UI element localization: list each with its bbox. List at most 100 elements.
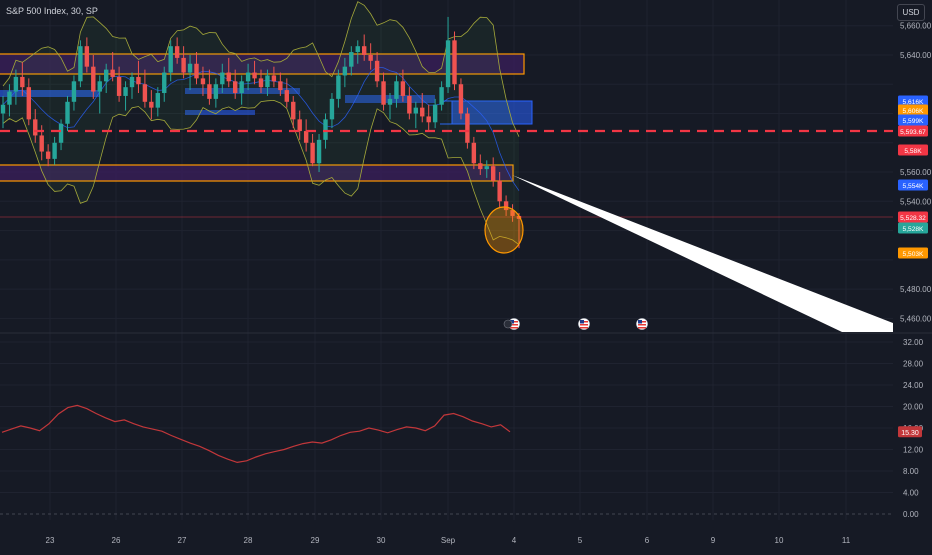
candle-body	[123, 87, 128, 96]
candle-body	[510, 210, 515, 216]
candle-body	[0, 104, 6, 114]
oscillator-axis-label: 32.00	[903, 338, 924, 347]
price-tag-label: 5,606K	[903, 108, 925, 115]
band-lower	[2, 99, 520, 246]
time-axis-label: 11	[842, 536, 851, 545]
time-axis-label: 6	[645, 536, 650, 545]
candle-body	[400, 81, 406, 96]
candle-body	[33, 119, 38, 136]
flag-stripe	[580, 324, 588, 326]
us-flag-event-icon[interactable]	[636, 318, 648, 330]
candle-body	[20, 76, 25, 88]
candle-body	[497, 180, 502, 202]
candle-body	[65, 101, 70, 124]
time-axis-label: 28	[244, 536, 253, 545]
candle-body	[116, 76, 122, 96]
candle-body	[316, 139, 322, 164]
candle-body	[213, 84, 219, 99]
price-tag	[898, 211, 928, 223]
price-tag-label: 5,503K	[903, 251, 925, 258]
fvg-box[interactable]	[185, 110, 255, 115]
candle-body	[374, 60, 380, 82]
oscillator-axis-label: 8.00	[903, 467, 919, 476]
candle-body	[7, 91, 12, 105]
oscillator-axis-label: 0.00	[903, 510, 919, 519]
candle-body	[149, 101, 154, 108]
oscillator-line	[1, 404, 511, 464]
candle-body	[491, 166, 496, 181]
candle-body	[245, 72, 251, 82]
candle-body	[39, 135, 44, 152]
candle-body	[478, 163, 483, 170]
price-tag-label: 5,58K	[904, 148, 922, 155]
flag-canton	[638, 320, 642, 324]
candle-body	[471, 142, 477, 164]
candle-body	[104, 69, 109, 82]
drawings[interactable]	[0, 129, 893, 332]
candle-body	[465, 113, 470, 143]
candle-body	[394, 81, 399, 99]
axes: 5,660.00 5,640.00 5,560.00 5,540.00 5,480.00…	[46, 22, 932, 545]
candle-body	[136, 76, 141, 85]
candle-body	[297, 119, 302, 132]
price-tag-label: 5,528K	[903, 226, 925, 233]
candle-body	[445, 40, 451, 88]
candle-body	[452, 40, 457, 85]
oscillator-axis-label: 28.00	[903, 360, 924, 369]
price-tag-label: 5,554K	[903, 183, 925, 190]
currency-button[interactable]: USD	[897, 4, 925, 21]
time-axis-label: 9	[711, 536, 716, 545]
us-flag-event-icon[interactable]	[578, 318, 590, 330]
candle-body	[310, 142, 315, 164]
oscillator-axis-label: 24.00	[903, 381, 924, 390]
price-axis-label: 5,540.00	[900, 197, 932, 206]
price-axis-label: 5,460.00	[900, 314, 932, 323]
candle-body	[355, 46, 360, 53]
candle-body	[291, 101, 296, 120]
candle-body	[252, 72, 257, 79]
price-axis-label: 5,640.00	[900, 51, 932, 60]
projection-arrow[interactable]	[512, 175, 893, 332]
symbol-title[interactable]: S&P 500 Index, 30, SP	[6, 6, 98, 16]
time-axis-label: 26	[112, 536, 121, 545]
oscillator-pane	[1, 404, 511, 464]
demand-zone-box[interactable]	[0, 164, 514, 182]
candle-body	[45, 151, 51, 159]
candle-body	[207, 84, 212, 99]
event-markers[interactable]	[503, 318, 648, 330]
drawing-zones[interactable]	[0, 53, 533, 182]
candle-body	[71, 81, 77, 102]
oscillator-axis-label: 4.00	[903, 489, 919, 498]
lightning-event-icon[interactable]	[503, 319, 513, 329]
candle-body	[26, 87, 31, 120]
flag-stripe	[638, 327, 646, 329]
candle-body	[458, 84, 464, 114]
price-tag	[898, 95, 928, 107]
fvg-box[interactable]	[0, 90, 100, 97]
candle-body	[387, 98, 393, 105]
time-axis-label: 4	[512, 536, 517, 545]
candle-body	[278, 81, 283, 91]
price-tag	[898, 247, 928, 259]
time-axis-label: Sep	[441, 536, 456, 545]
price-tag	[898, 179, 928, 191]
flag-stripe	[510, 324, 518, 326]
candle-body	[420, 107, 425, 117]
candle-body	[110, 69, 115, 77]
price-axis-label: 5,560.00	[900, 168, 932, 177]
target-ellipse[interactable]	[484, 206, 524, 254]
candle-body	[484, 166, 489, 170]
price-tags: 5,616K 5,606K 5,599K 5,593.67 5,58K 5,554K 5,5…	[898, 95, 928, 438]
time-axis-label: 30	[377, 536, 386, 545]
time-axis-label: 5	[578, 536, 583, 545]
candle-body	[336, 75, 341, 99]
candle-body	[303, 131, 309, 143]
price-axis-label: 5,480.00	[900, 285, 932, 294]
band-fill	[3, 1, 519, 245]
oscillator-axis-label: 12.00	[903, 446, 924, 455]
candle-body	[97, 81, 102, 92]
candle-body	[233, 81, 238, 94]
